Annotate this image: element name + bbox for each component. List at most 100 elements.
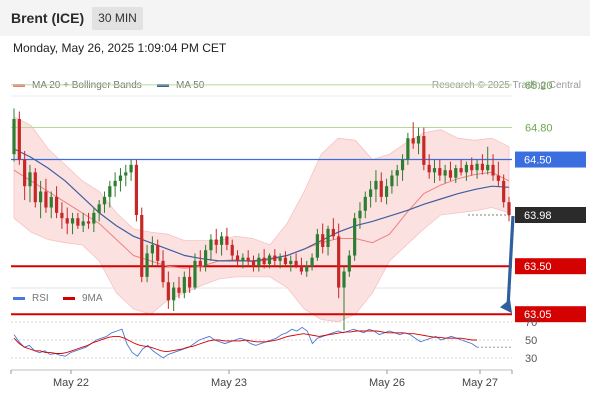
ma50-swatch	[157, 84, 169, 87]
candle-body	[496, 175, 500, 181]
rsi9ma-swatch	[63, 297, 75, 300]
candle-body	[305, 266, 309, 272]
ma20-swatch	[13, 84, 25, 87]
candle-body	[60, 212, 64, 219]
candle-body	[491, 164, 495, 176]
candle-body	[54, 196, 59, 213]
candle-body	[150, 244, 154, 254]
candle-body	[454, 168, 458, 178]
candle-body	[321, 234, 325, 248]
candle-body	[118, 175, 123, 181]
credit-text: Research © 2025 Trading Central	[431, 80, 581, 91]
candle-body	[422, 136, 426, 165]
candle-body	[464, 164, 469, 173]
candle-body	[374, 180, 378, 190]
legend-rsi: RSI	[13, 293, 49, 304]
candle-body	[219, 236, 224, 245]
candle-body	[262, 257, 266, 265]
candle-body	[241, 257, 245, 261]
level-label-65.20: 65.20	[525, 80, 553, 92]
candle-body	[134, 164, 139, 215]
level-label-63.50: 63.50	[524, 261, 552, 273]
rsi-tick-70: 70	[525, 317, 537, 329]
candle-body	[278, 257, 282, 261]
candle-body	[204, 250, 208, 267]
candle-body	[432, 168, 437, 173]
candle-body	[156, 244, 160, 261]
candle-body	[177, 287, 181, 293]
level-label-63.98: 63.98	[524, 210, 552, 222]
candle-body	[182, 276, 186, 293]
projection-arrow-head	[500, 299, 512, 314]
candle-body	[427, 164, 431, 173]
candle-body	[384, 186, 389, 197]
candle-body	[315, 234, 319, 258]
candle-body	[129, 164, 133, 173]
candle-body	[406, 138, 410, 160]
candle-body	[65, 218, 69, 224]
candle-body	[294, 260, 298, 267]
rsi-line	[13, 326, 478, 359]
candle-body	[39, 191, 43, 203]
candle-body	[230, 244, 234, 256]
x-tick-label: May 22	[53, 377, 89, 389]
candle-body	[273, 255, 277, 261]
candle-body	[353, 218, 357, 256]
legend-ma50-label: MA 50	[176, 80, 205, 91]
candle-body	[267, 255, 272, 265]
level-tag-63.05	[515, 306, 586, 323]
candle-body	[342, 271, 346, 288]
timeframe-button[interactable]: 30 MIN	[92, 7, 143, 30]
candle-body	[225, 236, 229, 245]
candle-body	[214, 239, 218, 245]
candle-body	[448, 170, 453, 178]
candle-body	[97, 204, 101, 213]
candle-body	[140, 215, 144, 277]
candle-body	[363, 196, 367, 211]
candle-body	[299, 266, 304, 272]
candle-body	[400, 159, 405, 171]
candle-body	[86, 221, 91, 224]
candle-body	[44, 191, 48, 208]
instrument-title: Brent (ICE)	[11, 10, 85, 26]
timestamp: Monday, May 26, 2025 1:09:04 PM CET	[13, 41, 227, 55]
candle-body	[70, 218, 75, 224]
candle-body	[379, 180, 383, 197]
legend-ma50: MA 50	[157, 80, 204, 91]
candle-body	[113, 180, 117, 187]
rsi-swatch	[13, 297, 25, 300]
candle-body	[438, 168, 442, 176]
legend-rsi-label: RSI	[32, 293, 49, 304]
level-tag-63.50	[515, 258, 586, 275]
candle-body	[166, 282, 170, 301]
candle-body	[12, 118, 16, 155]
x-tick-label: May 27	[462, 377, 498, 389]
candle-body	[209, 239, 213, 251]
candle-body	[416, 136, 421, 144]
x-tick-label: May 23	[211, 377, 247, 389]
candle-body	[23, 159, 27, 187]
candle-body	[331, 228, 335, 237]
level-label-64.50: 64.50	[524, 155, 552, 167]
candle-body	[337, 236, 341, 288]
candle-body	[480, 163, 484, 171]
candle-body	[235, 255, 240, 261]
rsi-tick-30: 30	[525, 353, 537, 365]
chart-header: Brent (ICE) 30 MIN	[0, 0, 590, 36]
candle-body	[246, 257, 250, 261]
level-tag-63.98	[515, 207, 586, 223]
legend-ma20: MA 20 + Bollinger Bands	[13, 80, 142, 91]
projection-arrow-shaft	[506, 215, 515, 308]
candle-body	[251, 260, 256, 267]
candle-body	[102, 196, 107, 205]
candle-body	[172, 287, 176, 301]
level-label-64.80: 64.80	[525, 123, 553, 135]
candle-body	[49, 196, 53, 208]
legend-ma20-label: MA 20 + Bollinger Bands	[32, 80, 142, 91]
candle-body	[486, 164, 490, 171]
candle-body	[502, 180, 506, 203]
candle-body	[17, 118, 21, 160]
candle-body	[33, 172, 37, 203]
candle-body	[145, 253, 149, 277]
